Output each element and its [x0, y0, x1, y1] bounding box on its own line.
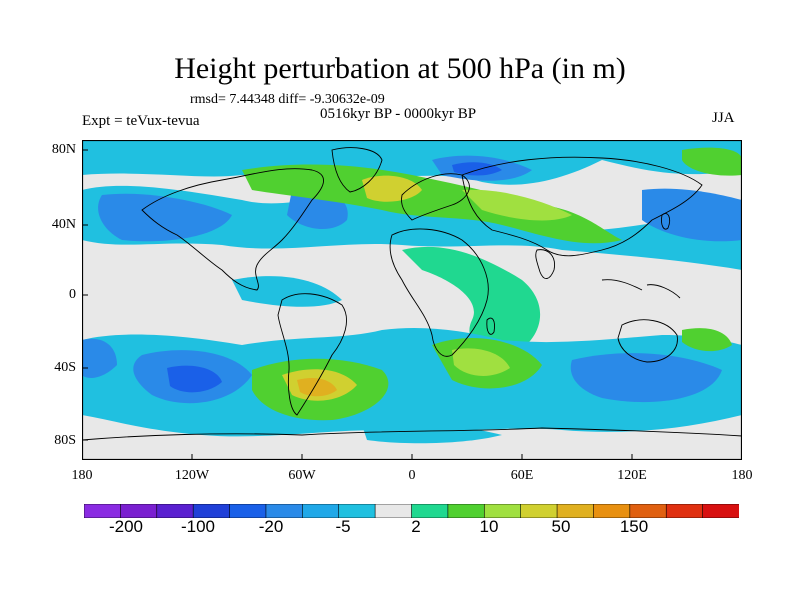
field-contour-north-blue [98, 193, 232, 242]
field-contour-antarctic-blue [362, 423, 502, 444]
experiment-label: Expt = teVux-tevua [82, 113, 200, 129]
coast-north-america [141, 168, 324, 291]
colorbar-swatch [338, 504, 376, 518]
colorbar-swatch [265, 504, 304, 518]
x-tick-0: 0 [408, 468, 416, 483]
field-contour-south-dark [167, 365, 222, 393]
field-contour-pacific-blue [642, 188, 742, 242]
field-contour-atlantic-blue [82, 338, 117, 378]
field-contour-south-belt [82, 328, 742, 437]
x-tick-60e: 60E [510, 468, 534, 483]
x-tick-120e: 120E [617, 468, 647, 483]
y-tick-80s: 80S [54, 433, 76, 448]
coast-south-america [277, 293, 347, 416]
colorbar-label-2: 2 [411, 517, 421, 536]
coast-japan [661, 213, 671, 230]
field-contour-yellow-north [362, 175, 422, 202]
y-tick-0: 0 [69, 287, 76, 302]
field-contour-antarctic [82, 430, 742, 460]
field-contour-south-orange [297, 378, 337, 397]
coast-india [535, 249, 555, 279]
coast-madagascar [486, 317, 495, 335]
field-contour-npac-green [682, 147, 742, 176]
colorbar-swatch [447, 504, 486, 518]
colorbar-label-50: 50 [551, 517, 571, 536]
period-label: 0516kyr BP - 0000kyr BP [320, 106, 477, 122]
colorbar-swatch [556, 504, 595, 518]
colorbar-swatch [302, 504, 340, 518]
colorbar-swatch [229, 504, 267, 518]
coast-australia [617, 319, 678, 363]
coast-africa [389, 228, 489, 357]
field-contour-spac-blue [570, 353, 722, 403]
coast-europe [401, 173, 470, 221]
field-contour-indian-yg [452, 348, 510, 376]
colorbar-swatch [520, 504, 558, 518]
x-tick-60w: 60W [288, 468, 316, 483]
colorbar-swatch [665, 504, 704, 518]
field-contour-eq-band [232, 276, 342, 307]
colorbar-swatch [374, 504, 413, 518]
field-contour-green-belt [242, 164, 622, 244]
colorbar-swatch [84, 504, 122, 518]
colorbar-label-m20: -20 [258, 517, 284, 536]
colorbar [84, 504, 739, 518]
colorbar-swatch [192, 504, 231, 518]
colorbar-swatch [156, 504, 194, 518]
field-contour-siberia-dark [452, 162, 502, 176]
coast-greenland [331, 147, 383, 193]
colorbar-swatch [411, 504, 449, 518]
colorbar-swatch [483, 504, 522, 518]
field-contour-tropics [402, 246, 541, 356]
colorbar-label-m200: -200 [108, 517, 144, 536]
colorbar-label-m5: -5 [335, 517, 351, 536]
y-tick-80n: 80N [51, 142, 76, 157]
coast-asia [461, 156, 703, 257]
field-contour-north-belt [82, 185, 742, 270]
x-tick-180w: 180 [71, 468, 93, 483]
coast-antarctica [82, 427, 742, 441]
plot-title: Height perturbation at 500 hPa (in m) [174, 52, 626, 85]
map-panel [82, 140, 742, 460]
y-tick-40n: 40N [51, 217, 76, 232]
coast-indonesia [601, 279, 681, 299]
colorbar-swatch [120, 504, 158, 518]
season-label: JJA [712, 110, 735, 126]
colorbar-swatch [702, 504, 739, 518]
colorbar-label-150: 150 [619, 517, 649, 536]
colorbar-swatch [593, 504, 631, 518]
colorbar-label-10: 10 [479, 517, 499, 536]
y-tick-40s: 40S [54, 360, 76, 375]
x-tick-120w: 120W [174, 468, 210, 483]
colorbar-swatch [629, 504, 668, 518]
tick-marks [82, 149, 633, 460]
x-tick-180e: 180 [731, 468, 753, 483]
field-contour-yellowgreen [462, 189, 572, 221]
rmsd-stats: rmsd= 7.44348 diff= -9.30632e-09 [190, 92, 385, 107]
field-contour-pac-green [682, 328, 732, 352]
coastlines [82, 147, 742, 441]
colorbar-label-m100: -100 [180, 517, 216, 536]
